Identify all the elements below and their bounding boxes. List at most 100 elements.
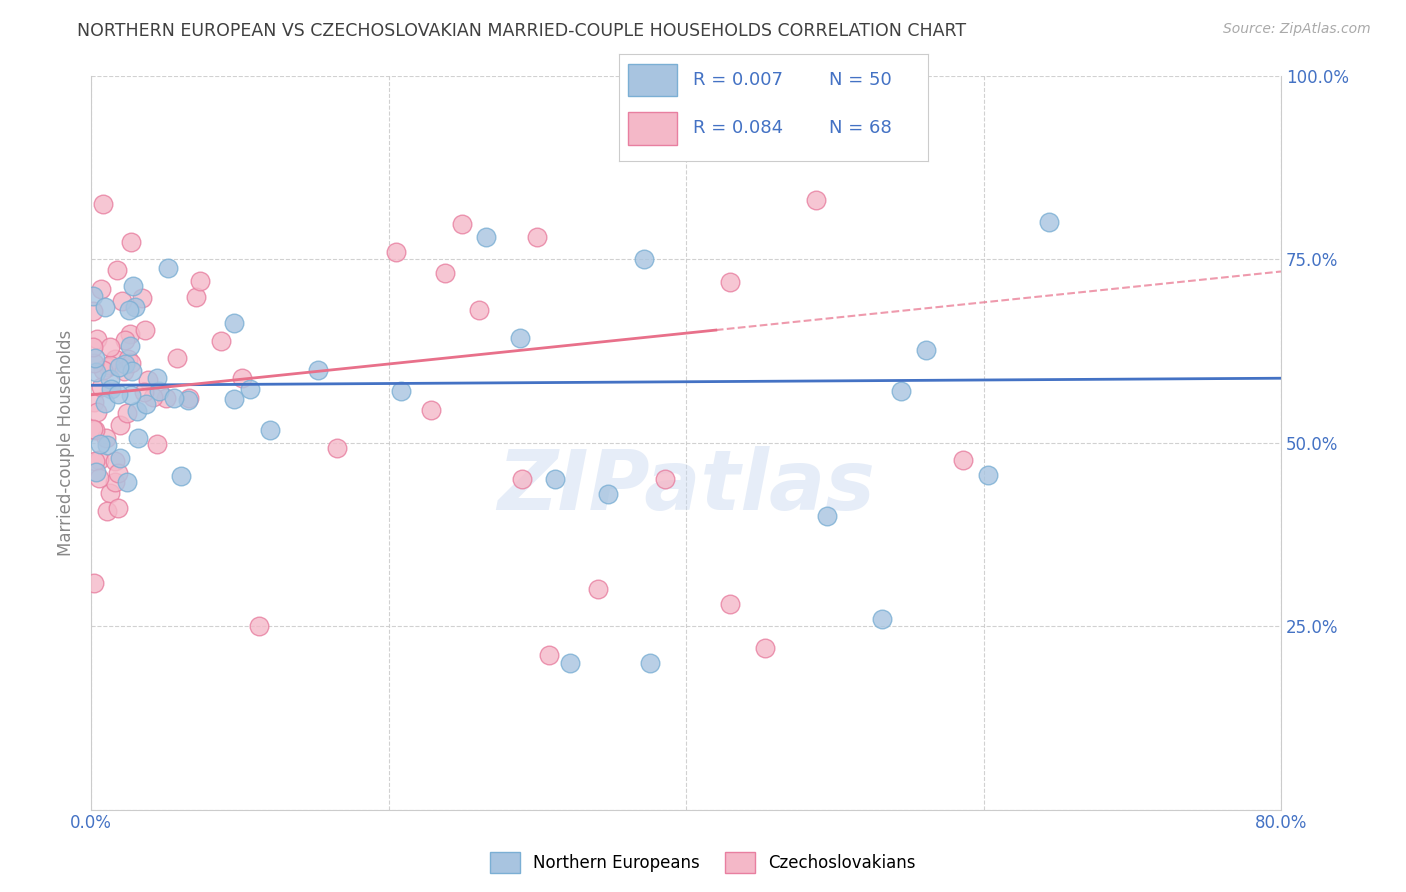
Point <box>86 332 108 346</box>
Point <box>104 454 127 468</box>
Point <box>166 351 188 365</box>
Point <box>84 465 107 479</box>
Point <box>87 453 110 467</box>
Point <box>97 360 120 375</box>
Point <box>134 384 156 399</box>
Point <box>82 304 104 318</box>
Point <box>94 431 117 445</box>
Point <box>87 471 110 485</box>
Point <box>155 391 177 405</box>
Point <box>96 504 118 518</box>
Point <box>134 323 156 337</box>
Point <box>105 263 128 277</box>
Point <box>86 405 108 419</box>
Text: N = 50: N = 50 <box>830 71 891 89</box>
Point <box>146 371 169 385</box>
Point <box>633 252 655 266</box>
Point <box>163 392 186 406</box>
FancyBboxPatch shape <box>628 112 678 145</box>
FancyBboxPatch shape <box>628 64 678 96</box>
Point <box>247 619 270 633</box>
Point <box>259 423 281 437</box>
Point <box>107 386 129 401</box>
Point <box>239 382 262 396</box>
Point <box>870 612 893 626</box>
Point <box>890 384 912 399</box>
Point <box>326 441 349 455</box>
Point <box>90 282 112 296</box>
Point <box>118 339 141 353</box>
Point <box>96 438 118 452</box>
Point <box>131 291 153 305</box>
Point <box>467 303 489 318</box>
Text: R = 0.084: R = 0.084 <box>693 120 783 137</box>
Point <box>420 402 443 417</box>
Point <box>718 275 741 289</box>
Point <box>82 289 104 303</box>
Point <box>84 423 107 437</box>
Point <box>740 76 762 90</box>
Point <box>104 475 127 490</box>
Point <box>115 475 138 489</box>
Point <box>120 235 142 249</box>
Point <box>588 582 610 597</box>
Point <box>718 597 741 611</box>
Text: Source: ZipAtlas.com: Source: ZipAtlas.com <box>1223 22 1371 37</box>
Point <box>142 391 165 405</box>
Point <box>451 217 474 231</box>
Point <box>544 472 567 486</box>
Legend: Northern Europeans, Czechoslovakians: Northern Europeans, Czechoslovakians <box>484 846 922 880</box>
Point <box>98 371 121 385</box>
Point <box>127 403 149 417</box>
Text: R = 0.007: R = 0.007 <box>693 71 783 89</box>
Point <box>127 431 149 445</box>
Point <box>385 244 408 259</box>
Point <box>976 468 998 483</box>
Point <box>538 648 561 663</box>
Point <box>107 501 129 516</box>
Point <box>120 356 142 370</box>
Point <box>98 340 121 354</box>
Point <box>82 422 104 436</box>
Point <box>94 396 117 410</box>
Point <box>307 363 329 377</box>
Point <box>83 356 105 370</box>
Point <box>107 466 129 480</box>
Point <box>754 641 776 656</box>
Point <box>638 656 661 670</box>
Point <box>560 656 582 670</box>
Point <box>117 351 139 366</box>
Point <box>91 362 114 376</box>
Point <box>108 359 131 374</box>
Point <box>156 261 179 276</box>
Point <box>224 316 246 330</box>
Point <box>170 469 193 483</box>
Point <box>108 450 131 465</box>
Point <box>93 197 115 211</box>
Point <box>509 331 531 345</box>
Point <box>135 396 157 410</box>
Point <box>108 418 131 433</box>
Text: ZIPatlas: ZIPatlas <box>498 446 875 527</box>
Point <box>148 384 170 398</box>
Point <box>89 437 111 451</box>
Point <box>103 351 125 366</box>
Point <box>510 472 533 486</box>
Point <box>806 194 828 208</box>
Point <box>98 359 121 373</box>
Point <box>188 274 211 288</box>
Point <box>82 340 104 354</box>
Point <box>115 407 138 421</box>
Point <box>114 357 136 371</box>
Point <box>84 351 107 365</box>
Text: NORTHERN EUROPEAN VS CZECHOSLOVAKIAN MARRIED-COUPLE HOUSEHOLDS CORRELATION CHART: NORTHERN EUROPEAN VS CZECHOSLOVAKIAN MAR… <box>77 22 966 40</box>
Point <box>111 293 134 308</box>
Point <box>475 230 498 244</box>
Point <box>526 230 548 244</box>
Y-axis label: Married-couple Households: Married-couple Households <box>58 329 75 556</box>
Point <box>1038 215 1060 229</box>
Point <box>118 302 141 317</box>
Point <box>179 391 201 405</box>
Point <box>434 266 457 280</box>
Point <box>789 76 811 90</box>
